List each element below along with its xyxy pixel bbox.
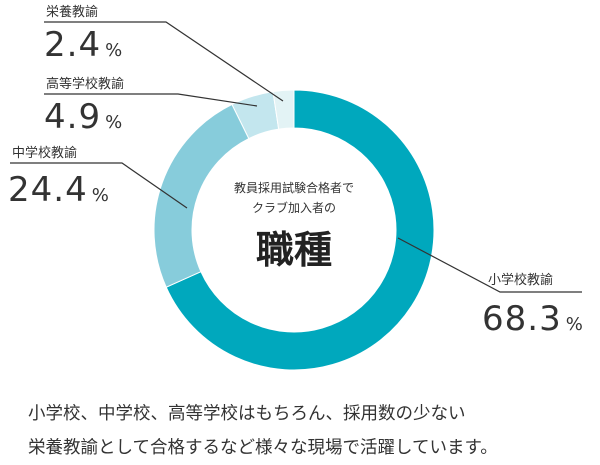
category-label-junior-high: 中学校教諭: [12, 145, 77, 161]
center-text-line-1: 教員採用試験合格者で: [234, 180, 354, 195]
slice-junior-high: [153, 103, 250, 288]
value-number-elementary: 68.3: [482, 299, 562, 339]
slice-nutrition: [272, 89, 295, 130]
value-unit-nutrition: %: [105, 40, 123, 61]
value-label-junior-high: 24.4%: [8, 170, 110, 210]
slice-elementary: [165, 89, 435, 371]
value-number-junior-high: 24.4: [8, 170, 88, 210]
caption-line-2: 栄養教諭として合格するなど様々な現場で活躍しています。: [28, 438, 498, 458]
value-label-high-school: 4.9%: [44, 97, 123, 137]
donut-slices: [153, 89, 435, 371]
center-title: 職種: [256, 228, 332, 272]
value-unit-junior-high: %: [92, 185, 110, 206]
value-unit-elementary: %: [566, 314, 584, 335]
category-label-nutrition: 栄養教諭: [46, 4, 98, 20]
category-label-high-school: 高等学校教諭: [46, 76, 124, 92]
value-unit-high-school: %: [105, 112, 123, 133]
leader-line-junior-high: [10, 162, 188, 209]
leader-line-nutrition: [44, 21, 284, 102]
leader-line-high-school: [44, 93, 258, 107]
value-number-nutrition: 2.4: [44, 25, 101, 65]
center-text-line-2: クラブ加入者の: [252, 200, 336, 215]
value-label-nutrition: 2.4%: [44, 25, 123, 65]
caption-line-1: 小学校、中学校、高等学校はもちろん、採用数の少ない: [28, 404, 466, 424]
value-number-high-school: 4.9: [44, 97, 101, 137]
leader-line-elementary: [397, 237, 582, 293]
category-label-elementary: 小学校教諭: [488, 272, 553, 288]
value-label-elementary: 68.3%: [482, 299, 584, 339]
donut-chart: 教員採用試験合格者で クラブ加入者の 職種 栄養教諭 2.4% 高等学校教諭 4…: [8, 4, 584, 371]
